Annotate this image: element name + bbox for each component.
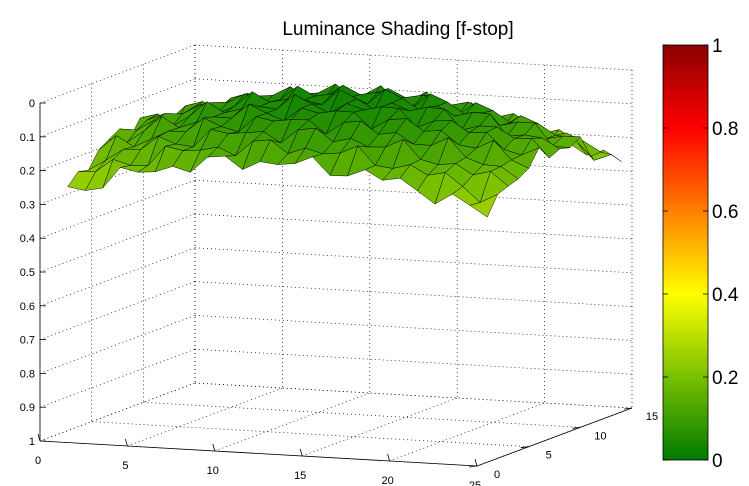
y-tick-mark: [623, 407, 633, 410]
grid-line-x: [214, 392, 370, 452]
x-tick-mark: [474, 458, 478, 467]
grid-line-x: [39, 382, 196, 442]
y-tick-label: 5: [546, 450, 552, 462]
x-axis-line: [39, 440, 478, 467]
colorbar-tick-label: 0.6: [712, 202, 738, 223]
grid-line-y: [91, 421, 529, 448]
colorbar-ticks: 0 0.2 0.4 0.6 0.8 1: [663, 36, 739, 472]
colorbar-tick-label: 0.4: [712, 285, 739, 306]
grid-line-z: [39, 44, 196, 104]
chart-title: Luminance Shading [f-stop]: [282, 19, 513, 40]
colorbar-tick-label: 0: [712, 451, 723, 472]
grid-line-x: [389, 402, 545, 462]
y-tick-mark: [572, 426, 581, 429]
x-tick-label: 10: [207, 465, 219, 477]
grid-line-z: [194, 78, 633, 105]
grid-line-z: [39, 247, 196, 307]
surface-patch: [469, 194, 498, 218]
grid-line-x: [127, 387, 283, 447]
surface: [67, 83, 622, 218]
colorbar-gradient: [662, 44, 709, 461]
x-tick-mark: [212, 443, 216, 452]
grid-line-z: [194, 213, 633, 240]
grid-line-z: [39, 348, 196, 408]
x-tick-mark: [125, 438, 128, 447]
z-tick-label: 0.4: [20, 233, 35, 245]
x-tick-label: 0: [35, 455, 41, 467]
x-tick-label: 25: [469, 480, 481, 486]
x-tick-label: 5: [122, 460, 128, 472]
grid-line-z: [39, 281, 196, 340]
grid-line-x: [302, 397, 458, 457]
z-tick-label: 0.6: [20, 301, 35, 313]
grid-line-z: [194, 281, 633, 307]
y-tick-mark: [520, 446, 529, 449]
grid-line-z: [194, 348, 633, 375]
x-tick-mark: [299, 448, 303, 457]
z-tick-label: 0.8: [20, 368, 35, 380]
y-tick-label: 10: [594, 430, 606, 442]
grid-line-y: [143, 401, 581, 428]
grid-line-z: [194, 179, 633, 206]
colorbar-tick-label: 0.8: [712, 119, 738, 140]
x-tick-mark: [387, 453, 390, 462]
z-tick-label: 0.9: [20, 402, 35, 414]
z-tick-label: 0.3: [20, 199, 35, 211]
y-axis-line: [476, 407, 633, 467]
tick-labels: 0 5 10 15 20 25 0 5 10 15 0 0.1 0.2 0.3 0.4 0.5 0.6 0.7 0.…: [20, 98, 658, 486]
colorbar: 0 0.2 0.4 0.6 0.8 1: [662, 36, 739, 472]
z-tick-label: 0.5: [20, 267, 35, 279]
y-tick-mark: [468, 465, 478, 468]
y-tick-label: 15: [646, 411, 658, 423]
grid-line-z: [39, 179, 196, 239]
x-tick-label: 20: [381, 475, 393, 486]
grid-line-z: [39, 315, 196, 374]
colorbar-tick-label: 0.2: [712, 368, 738, 389]
grid-line-z: [194, 315, 633, 341]
grid-line-y: [194, 382, 633, 409]
x-tick-label: 15: [294, 470, 306, 482]
z-tick-label: 1: [29, 436, 35, 448]
colorbar-tick-label: 1: [712, 36, 723, 57]
z-tick-label: 0: [29, 98, 35, 110]
x-tick-mark: [37, 433, 41, 442]
grid-line-z: [194, 247, 633, 274]
grid-line-z: [194, 44, 633, 71]
y-tick-label: 0: [494, 469, 500, 481]
grid-line-z: [39, 213, 196, 273]
z-tick-label: 0.7: [20, 335, 35, 347]
z-tick-label: 0.1: [20, 132, 35, 144]
z-tick-label: 0.2: [20, 166, 35, 178]
